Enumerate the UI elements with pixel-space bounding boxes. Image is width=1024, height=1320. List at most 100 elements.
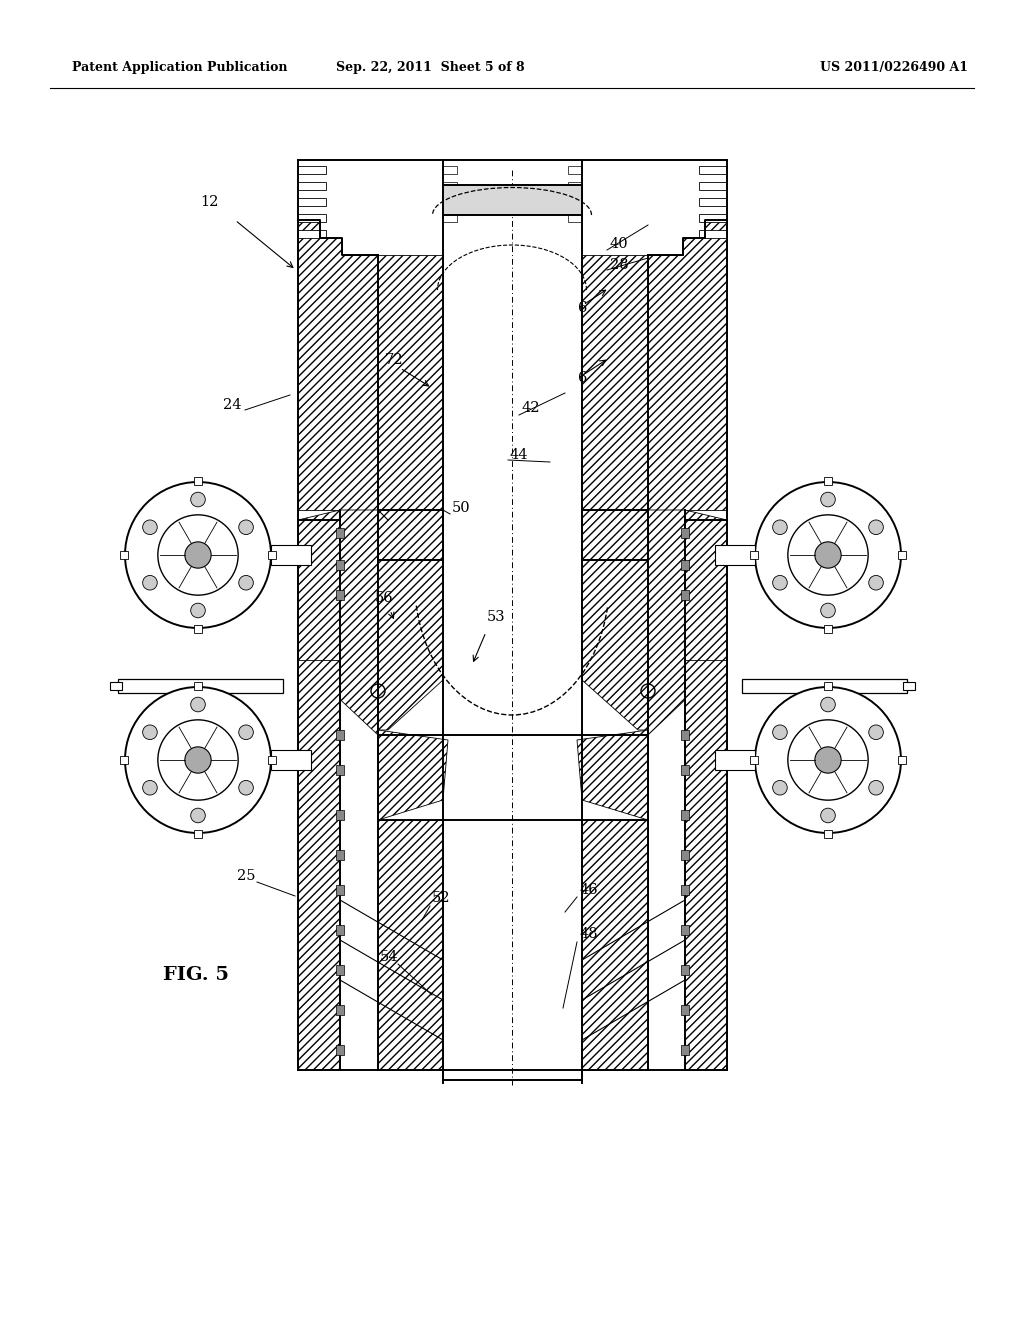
Circle shape bbox=[190, 697, 205, 711]
Bar bbox=[699, 166, 727, 174]
Circle shape bbox=[239, 520, 253, 535]
Bar bbox=[824, 477, 831, 484]
Circle shape bbox=[868, 520, 884, 535]
Bar bbox=[568, 166, 582, 174]
Bar bbox=[898, 756, 906, 764]
Bar bbox=[681, 766, 689, 775]
Bar bbox=[336, 560, 344, 570]
Circle shape bbox=[239, 780, 253, 795]
Bar bbox=[568, 198, 582, 206]
Bar bbox=[336, 528, 344, 539]
Text: 42: 42 bbox=[522, 401, 541, 414]
Bar bbox=[298, 230, 326, 238]
Circle shape bbox=[158, 515, 239, 595]
Circle shape bbox=[185, 747, 211, 774]
Bar bbox=[681, 1045, 689, 1055]
Bar bbox=[681, 560, 689, 570]
Bar bbox=[898, 550, 906, 558]
Bar bbox=[336, 590, 344, 601]
Bar bbox=[443, 198, 457, 206]
Bar bbox=[715, 545, 755, 565]
Bar bbox=[268, 756, 276, 764]
Bar bbox=[336, 730, 344, 741]
Circle shape bbox=[820, 697, 836, 711]
Bar bbox=[336, 850, 344, 861]
Bar bbox=[699, 182, 727, 190]
Circle shape bbox=[815, 747, 841, 774]
Text: Patent Application Publication: Patent Application Publication bbox=[72, 62, 288, 74]
Circle shape bbox=[773, 725, 787, 739]
Bar bbox=[750, 756, 758, 764]
Circle shape bbox=[190, 603, 205, 618]
Polygon shape bbox=[298, 220, 378, 510]
Bar bbox=[120, 550, 128, 558]
Circle shape bbox=[868, 725, 884, 739]
Bar bbox=[271, 750, 311, 771]
Polygon shape bbox=[378, 255, 443, 510]
Polygon shape bbox=[648, 220, 727, 510]
Bar bbox=[681, 850, 689, 861]
Text: 52: 52 bbox=[432, 891, 451, 906]
Polygon shape bbox=[648, 510, 727, 735]
Circle shape bbox=[773, 780, 787, 795]
Bar bbox=[268, 550, 276, 558]
Circle shape bbox=[125, 686, 271, 833]
Polygon shape bbox=[378, 560, 443, 730]
Bar bbox=[681, 965, 689, 975]
Bar bbox=[336, 925, 344, 935]
Circle shape bbox=[158, 719, 239, 800]
Polygon shape bbox=[582, 820, 648, 1071]
Text: 25: 25 bbox=[237, 869, 256, 883]
Circle shape bbox=[868, 780, 884, 795]
Bar bbox=[443, 214, 457, 222]
Polygon shape bbox=[582, 560, 648, 730]
Circle shape bbox=[239, 576, 253, 590]
Bar bbox=[298, 198, 326, 206]
Bar bbox=[443, 166, 457, 174]
Bar bbox=[271, 545, 311, 565]
Polygon shape bbox=[685, 660, 727, 1071]
Circle shape bbox=[787, 719, 868, 800]
Circle shape bbox=[820, 603, 836, 618]
Bar bbox=[336, 1005, 344, 1015]
Polygon shape bbox=[582, 255, 648, 510]
Bar bbox=[681, 730, 689, 741]
Circle shape bbox=[868, 576, 884, 590]
Bar bbox=[118, 678, 283, 693]
Bar bbox=[298, 214, 326, 222]
Polygon shape bbox=[298, 510, 378, 735]
Bar bbox=[568, 214, 582, 222]
Text: 40: 40 bbox=[610, 238, 629, 251]
Text: FIG. 5: FIG. 5 bbox=[163, 966, 229, 983]
Text: 24: 24 bbox=[223, 399, 242, 412]
Circle shape bbox=[755, 482, 901, 628]
Bar bbox=[699, 230, 727, 238]
Text: 53: 53 bbox=[487, 610, 506, 624]
Text: US 2011/0226490 A1: US 2011/0226490 A1 bbox=[820, 62, 968, 74]
Bar bbox=[443, 182, 457, 190]
Bar bbox=[336, 1045, 344, 1055]
Circle shape bbox=[142, 520, 158, 535]
Polygon shape bbox=[378, 820, 443, 1071]
Bar bbox=[194, 624, 202, 634]
Bar bbox=[715, 750, 755, 771]
Bar bbox=[194, 830, 202, 838]
Polygon shape bbox=[582, 510, 648, 560]
Bar bbox=[336, 965, 344, 975]
Bar bbox=[681, 810, 689, 820]
Bar bbox=[336, 766, 344, 775]
Bar bbox=[824, 624, 831, 634]
Bar bbox=[120, 756, 128, 764]
Circle shape bbox=[820, 492, 836, 507]
Bar bbox=[681, 590, 689, 601]
Circle shape bbox=[185, 541, 211, 568]
Text: 50: 50 bbox=[452, 502, 471, 515]
Polygon shape bbox=[577, 730, 648, 820]
Bar bbox=[742, 678, 907, 693]
Polygon shape bbox=[378, 510, 443, 560]
Bar bbox=[681, 884, 689, 895]
Bar bbox=[298, 182, 326, 190]
Text: 6: 6 bbox=[578, 371, 588, 385]
Circle shape bbox=[773, 520, 787, 535]
Bar bbox=[336, 810, 344, 820]
